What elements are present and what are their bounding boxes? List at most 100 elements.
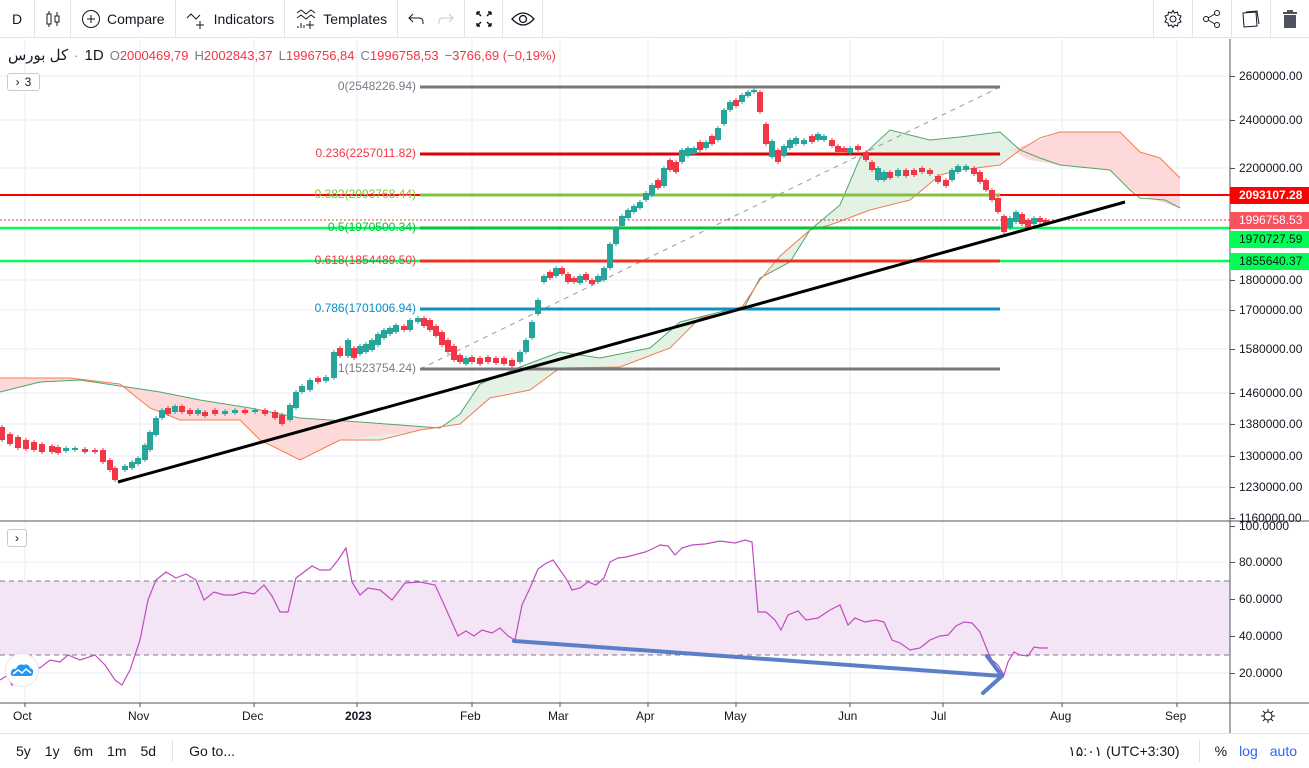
time-tick: 2023 [345, 709, 372, 723]
time-tick: Dec [242, 709, 264, 723]
fib-level-label: 0.618(1854489.50) [314, 253, 416, 267]
log-toggle[interactable]: log [1239, 743, 1258, 759]
price-tick: 2600000.00 [1230, 69, 1302, 83]
axis-settings-button[interactable] [1260, 708, 1276, 729]
compare-button[interactable]: Compare [71, 0, 176, 38]
indicator-badge[interactable] [5, 653, 39, 687]
time-tick: May [724, 709, 747, 723]
range-6m[interactable]: 6m [73, 743, 94, 759]
legend-interval: 1D [84, 46, 104, 64]
senkou-b-line [0, 131, 1181, 461]
gear-icon [1164, 9, 1182, 28]
fib-level-label: 0.236(2257011.82) [315, 146, 416, 160]
price-tick: 1160000.00 [1230, 511, 1302, 525]
price-tick: 1380000.00 [1230, 417, 1302, 431]
interval-label: D [11, 10, 23, 27]
notes-icon [1242, 9, 1260, 28]
chart-type-button[interactable] [35, 0, 71, 38]
price-marker: 1970727.59 [1230, 231, 1309, 248]
share-icon [1203, 9, 1220, 28]
compare-label: Compare [107, 10, 165, 27]
plus-circle-icon [82, 9, 100, 28]
rsi-tick: 60.0000 [1230, 592, 1282, 606]
gear-icon [1261, 709, 1275, 723]
rsi-tick: 80.0000 [1230, 555, 1282, 569]
range-5d[interactable]: 5d [140, 743, 157, 759]
visibility-button[interactable] [503, 0, 544, 38]
fullscreen-button[interactable] [465, 0, 504, 38]
symbol-name[interactable]: کل بورس [8, 47, 69, 64]
auto-toggle[interactable]: auto [1269, 743, 1297, 759]
chart-legend: کل بورس · 1D O2000469,79 H2002843,37 L19… [8, 46, 556, 65]
eye-icon [510, 11, 535, 26]
goto-button[interactable]: Go to... [189, 743, 235, 759]
time-tick: Aug [1050, 709, 1072, 723]
time-tick: Sep [1165, 709, 1187, 723]
price-tick: 1800000.00 [1230, 273, 1302, 287]
grid-lines [0, 39, 1230, 703]
undo-icon[interactable] [408, 12, 424, 26]
range-1m[interactable]: 1m [107, 743, 127, 759]
templates-button[interactable]: Templates [285, 0, 399, 38]
legend-open: O2000469,79 [109, 47, 189, 63]
indicators-button[interactable]: Indicators [176, 0, 286, 38]
legend-high: H2002843,37 [194, 47, 273, 63]
indicators-collapse-button[interactable]: › 3 [7, 73, 40, 91]
fullscreen-icon [475, 10, 492, 27]
candles-icon [46, 10, 59, 27]
delete-button[interactable] [1270, 0, 1309, 38]
fib-level-label: 1(1523754.24) [337, 361, 416, 375]
price-tick: 1460000.00 [1230, 386, 1302, 400]
interval-button[interactable]: D [0, 0, 35, 38]
candlesticks [0, 88, 1049, 482]
price-tick: 1300000.00 [1230, 449, 1302, 463]
price-tick: 2400000.00 [1230, 113, 1302, 127]
time-tick: Apr [636, 709, 655, 723]
price-tick: 1700000.00 [1230, 303, 1302, 317]
indicators-label: Indicators [213, 10, 275, 27]
legend-low: L1996756,84 [278, 47, 355, 63]
fib-level-label: 0(2548226.94) [337, 79, 416, 93]
cloud-bearish-1 [0, 378, 440, 460]
undo-redo-group [398, 0, 466, 38]
redo-icon[interactable] [438, 12, 454, 26]
bottom-right-controls: ۱۵:۰۱ (UTC+3:30) % log auto [1058, 740, 1309, 762]
trash-icon [1283, 9, 1297, 28]
cloud-bearish-2 [1010, 132, 1180, 208]
time-tick: Feb [460, 709, 481, 723]
rsi-tick: 20.0000 [1230, 666, 1282, 680]
indicator-count: 3 [24, 75, 32, 89]
cloud-chart-icon [10, 664, 34, 676]
range-1y[interactable]: 1y [44, 743, 60, 759]
price-tick: 2200000.00 [1230, 161, 1302, 175]
support-trendline [117, 200, 1126, 484]
time-axis-ticks [24, 703, 1178, 707]
rsi-tick: 40.0000 [1230, 629, 1282, 643]
time-tick: Nov [128, 709, 150, 723]
templates-icon [296, 8, 316, 29]
price-tick: 1580000.00 [1230, 342, 1302, 356]
time-tick: Mar [548, 709, 569, 723]
snapshot-button[interactable] [1231, 0, 1270, 38]
price-marker: 1996758.53 [1230, 212, 1309, 229]
settings-button[interactable] [1153, 0, 1192, 38]
percent-toggle[interactable]: % [1214, 743, 1228, 759]
chevron-right-icon: › [15, 531, 19, 545]
cloud-bullish-1 [300, 130, 1020, 460]
timezone-button[interactable]: ۱۵:۰۱ (UTC+3:30) [1068, 742, 1180, 759]
senkou-a-line [0, 129, 1181, 429]
rsi-tick: 100.0000 [1230, 519, 1289, 533]
fib-level-label: 0.786(1701006.94) [314, 301, 416, 315]
chart-canvas[interactable] [0, 39, 1309, 733]
divergence-arrow [512, 639, 1004, 695]
bottom-bar: 5y 1y 6m 1m 5d Go to... ۱۵:۰۱ (UTC+3:30)… [0, 733, 1309, 768]
rsi-line [0, 539, 1048, 687]
top-toolbar: D Compare Indicators Templates [0, 0, 1309, 38]
price-marker: 2093107.28 [1230, 187, 1309, 204]
divider [172, 740, 174, 762]
range-5y[interactable]: 5y [16, 743, 31, 759]
time-tick: Jul [931, 709, 947, 723]
chevron-right-icon: › [15, 75, 20, 89]
share-button[interactable] [1192, 0, 1231, 38]
rsi-pane-collapse-button[interactable]: › [7, 529, 27, 547]
